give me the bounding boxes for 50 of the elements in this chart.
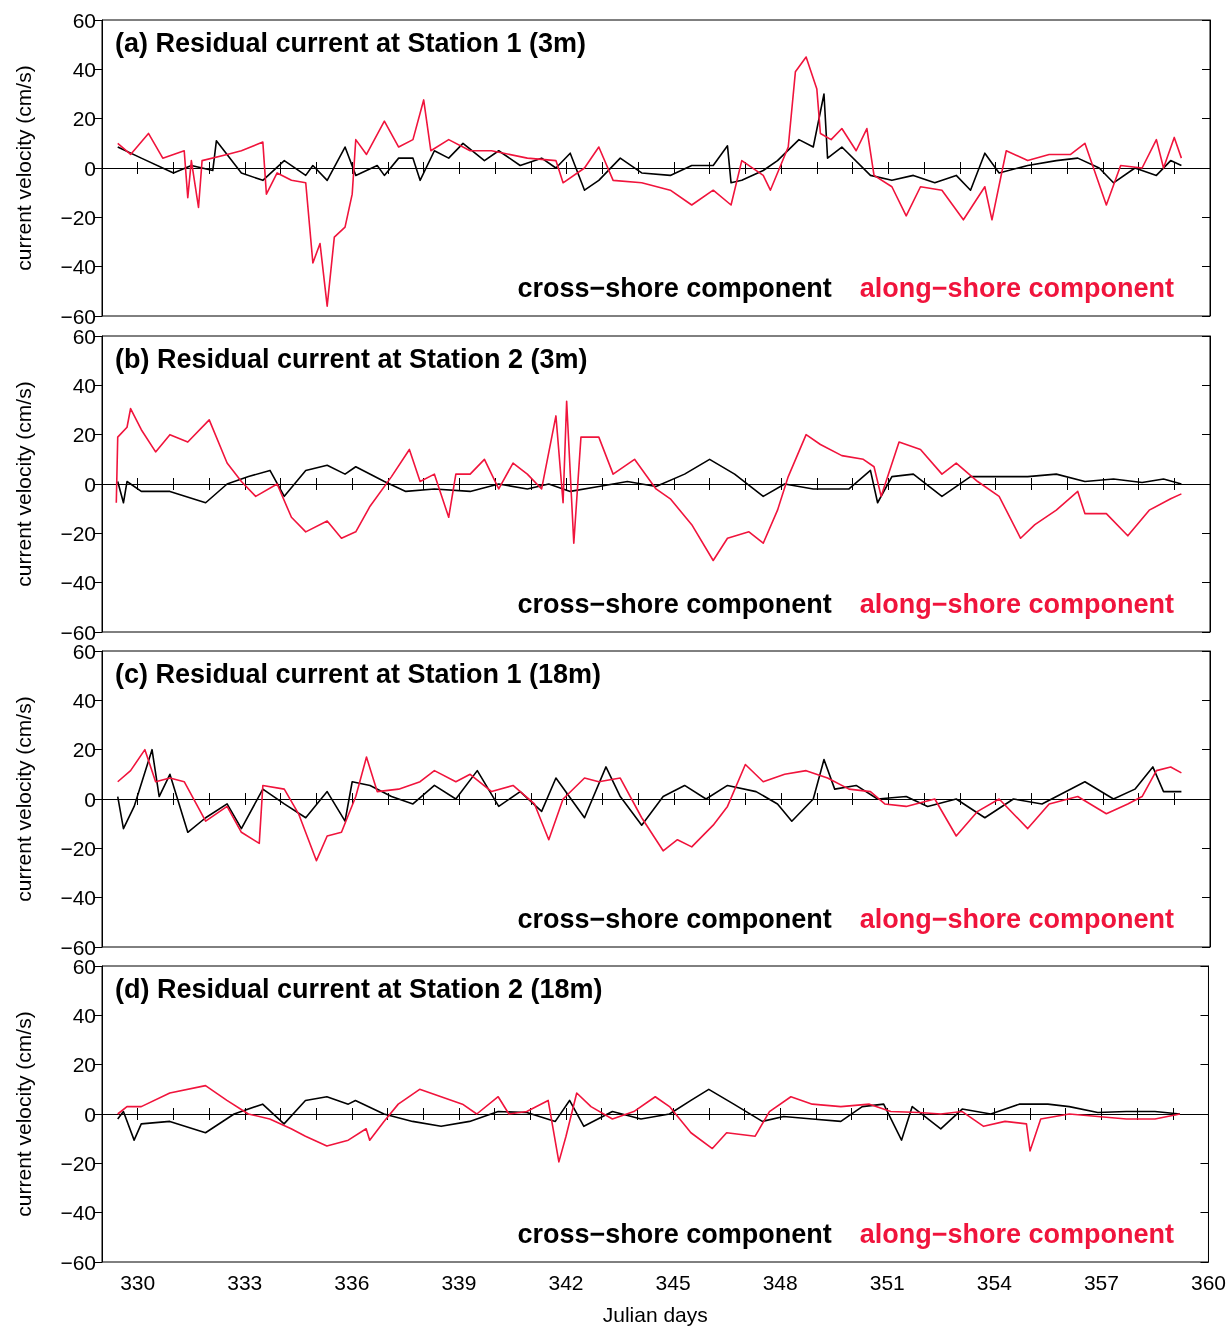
y-tick-label: 0 — [84, 1102, 96, 1126]
text: along−shore component — [859, 272, 1175, 303]
y-tick-label: 20 — [72, 738, 96, 762]
y-tick-label: 40 — [72, 373, 96, 397]
x-tick-label: 357 — [1083, 1271, 1119, 1294]
x-tick-label: 360 — [1190, 1271, 1226, 1294]
y-tick-label: −40 — [60, 255, 96, 279]
text: along−shore component — [859, 1218, 1175, 1249]
text: cross−shore component — [517, 903, 832, 934]
y-tick-label: 40 — [72, 688, 96, 712]
text: along−shore component — [859, 588, 1175, 619]
x-tick-label: 351 — [869, 1271, 905, 1294]
y-tick-label: −40 — [60, 1201, 96, 1225]
x-tick-label: 345 — [655, 1271, 691, 1294]
x-tick-label: 354 — [976, 1271, 1013, 1294]
text: cross−shore component — [517, 1218, 832, 1249]
x-tick-label: 339 — [441, 1271, 477, 1294]
x-tick-label: 333 — [227, 1271, 263, 1294]
y-axis-title: current velocity (cm/s) — [12, 65, 35, 271]
y-tick-label: −40 — [60, 886, 96, 910]
y-tick-label: −40 — [60, 571, 96, 595]
chart-title: (d) Residual current at Station 2 (18m) — [115, 973, 603, 1004]
y-tick-label: 20 — [72, 1053, 96, 1077]
y-tick-label: −20 — [60, 836, 96, 860]
y-tick-label: −20 — [60, 521, 96, 545]
x-tick-label: 342 — [548, 1271, 584, 1294]
y-tick-label: 40 — [72, 1003, 96, 1027]
chart-title: (a) Residual current at Station 1 (3m) — [115, 27, 587, 58]
y-tick-label: 20 — [72, 423, 96, 447]
y-tick-label: 0 — [84, 156, 96, 180]
x-tick-label: 336 — [334, 1271, 370, 1294]
chart-title: (c) Residual current at Station 1 (18m) — [115, 658, 602, 689]
y-tick-label: −60 — [60, 1250, 96, 1274]
y-tick-label: 0 — [84, 472, 96, 496]
y-tick-label: 40 — [72, 57, 96, 81]
y-tick-label: 20 — [72, 107, 96, 131]
x-axis-title: Julian days — [602, 1303, 708, 1326]
y-tick-label: −20 — [60, 1151, 96, 1175]
y-axis-title: current velocity (cm/s) — [12, 1011, 35, 1217]
text: along−shore component — [859, 903, 1175, 934]
y-axis-title: current velocity (cm/s) — [12, 381, 35, 587]
y-tick-label: 60 — [72, 8, 96, 32]
y-tick-label: −20 — [60, 205, 96, 229]
x-tick-label: 330 — [120, 1271, 156, 1294]
x-tick-label: 348 — [762, 1271, 798, 1294]
text: cross−shore component — [517, 272, 832, 303]
text: cross−shore component — [517, 588, 832, 619]
y-tick-label: 0 — [84, 787, 96, 811]
y-axis-title: current velocity (cm/s) — [12, 696, 35, 902]
chart-title: (b) Residual current at Station 2 (3m) — [115, 343, 588, 374]
